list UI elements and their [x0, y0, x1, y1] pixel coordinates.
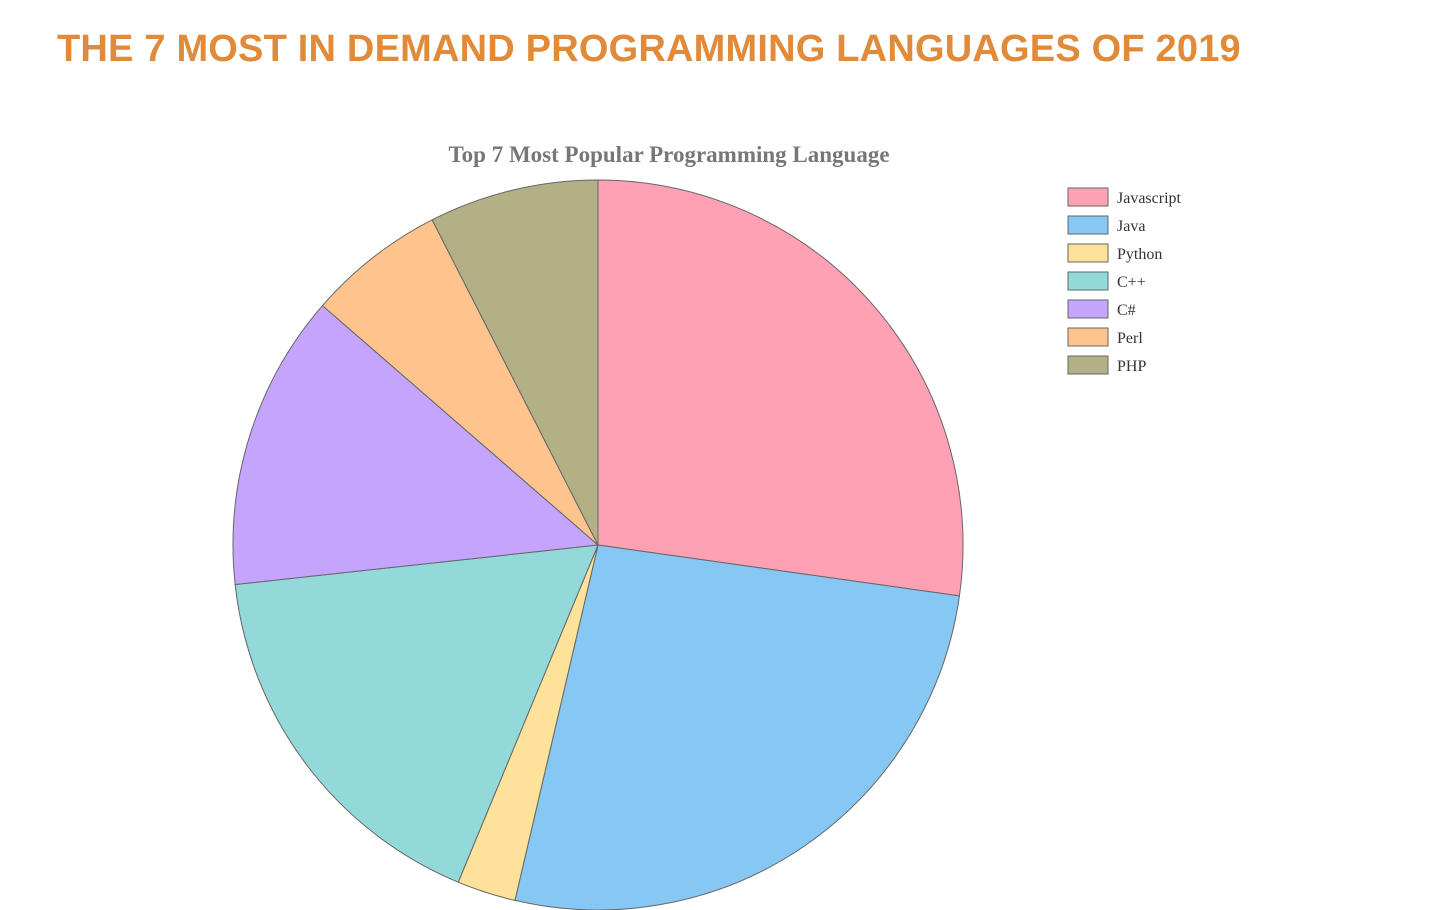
legend-item-java[interactable]: Java	[1067, 215, 1145, 235]
pie-slice-csharp[interactable]	[232, 304, 600, 586]
page-title: THE 7 MOST IN DEMAND PROGRAMMING LANGUAG…	[57, 28, 1241, 70]
legend-label-php: PHP	[1117, 358, 1146, 375]
legend-swatch-perl	[1067, 327, 1109, 347]
legend-label-perl: Perl	[1117, 330, 1143, 347]
pie-slice-php[interactable]	[431, 179, 599, 546]
legend-label-javascript: Javascript	[1117, 190, 1182, 207]
legend-item-php[interactable]: PHP	[1067, 355, 1146, 375]
legend-item-python[interactable]: Python	[1067, 243, 1162, 263]
legend-item-javascript[interactable]: Javascript	[1067, 187, 1182, 207]
legend-swatch-python	[1067, 243, 1109, 263]
legend-swatch-java	[1067, 215, 1109, 235]
legend-swatch-cplusplus	[1067, 271, 1109, 291]
chart-title: Top 7 Most Popular Programming Language	[448, 142, 889, 167]
legend-label-csharp: C#	[1117, 302, 1136, 319]
legend-swatch-csharp	[1067, 299, 1109, 319]
legend-label-java: Java	[1117, 218, 1145, 235]
pie-slice-perl[interactable]	[321, 219, 599, 546]
pie-slice-cplusplus[interactable]	[234, 544, 599, 883]
legend-swatch-javascript	[1067, 187, 1109, 207]
legend-label-python: Python	[1117, 246, 1162, 263]
legend-item-perl[interactable]: Perl	[1067, 327, 1143, 347]
pie-slice-javascript[interactable]	[597, 179, 964, 597]
legend-label-cplusplus: C++	[1117, 274, 1146, 291]
chart-legend: Javascript Java Python C++ C# Perl PHP	[1067, 187, 1182, 375]
legend-item-cplusplus[interactable]: C++	[1067, 271, 1146, 291]
legend-swatch-php	[1067, 355, 1109, 375]
legend-item-csharp[interactable]: C#	[1067, 299, 1136, 319]
pie-slices	[232, 179, 964, 910]
